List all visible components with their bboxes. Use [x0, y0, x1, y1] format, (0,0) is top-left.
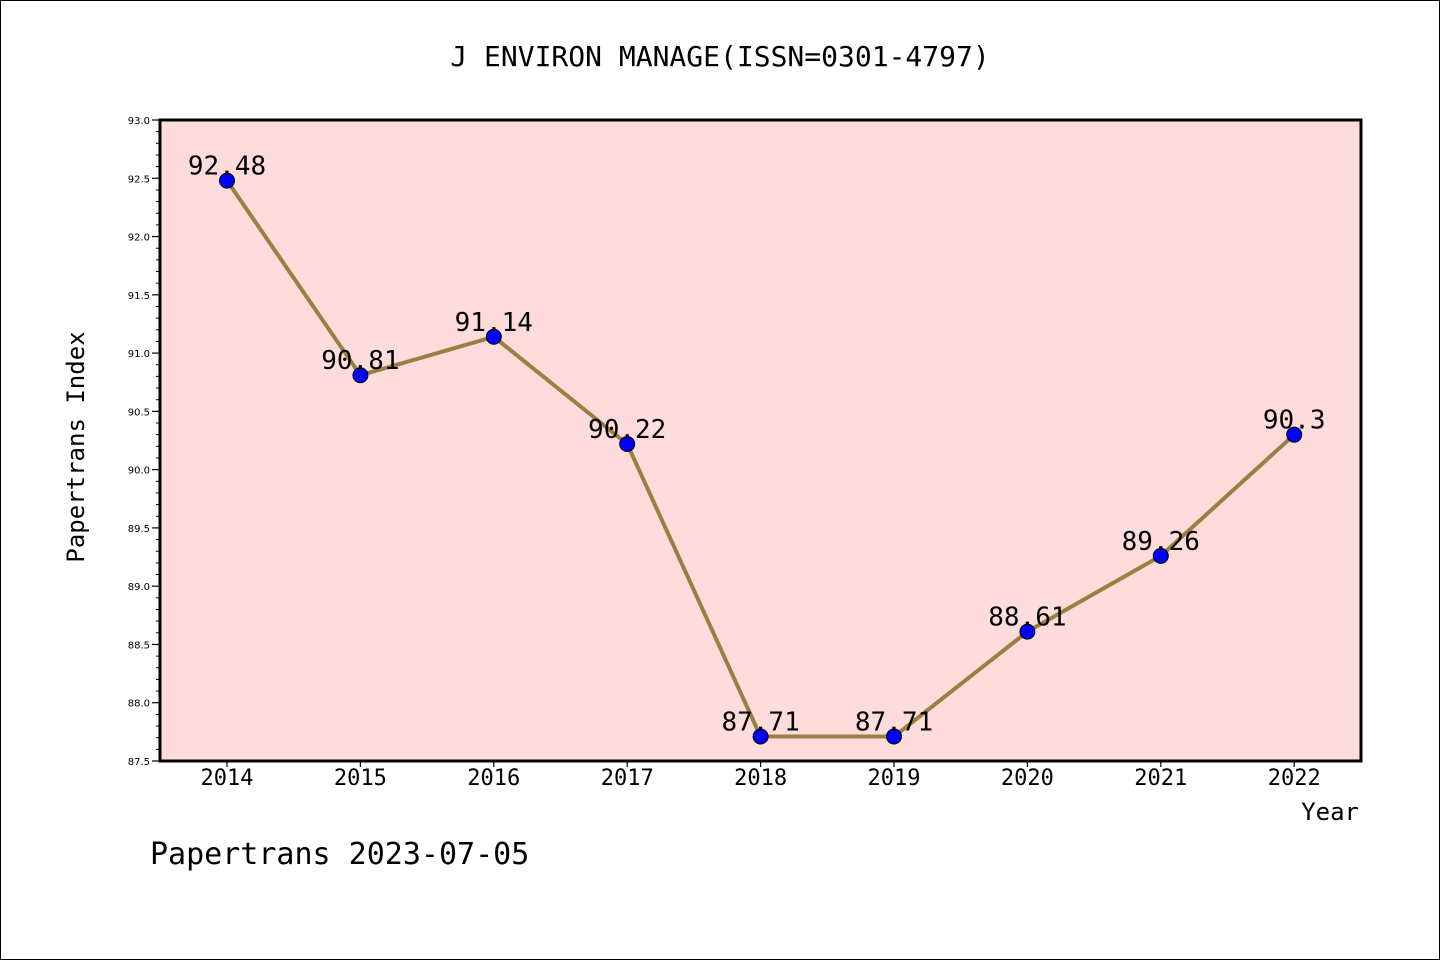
y-tick-label: 91.5 — [128, 291, 150, 302]
data-label: 90.3 — [1263, 406, 1326, 436]
x-tick-label: 2019 — [868, 766, 921, 791]
data-label: 91.14 — [455, 308, 533, 338]
x-tick-label: 2021 — [1134, 766, 1187, 791]
data-point — [1286, 426, 1303, 443]
footer-watermark: Papertrans 2023-07-05 — [150, 837, 529, 872]
series-markers — [219, 172, 1303, 745]
y-tick-label: 93.0 — [128, 116, 150, 127]
data-label: 88.61 — [988, 603, 1066, 633]
data-label: 89.26 — [1122, 527, 1200, 557]
x-tick-label: 2018 — [734, 766, 787, 791]
x-tick-label: 2014 — [201, 766, 254, 791]
data-point — [352, 367, 369, 384]
y-axis: 87.5 88.0 88.5 89.0 89.5 90.0 90.5 91.0 91.5 92.0… — [128, 116, 160, 768]
y-tick-label: 88.0 — [128, 699, 150, 710]
data-label: 90.81 — [321, 346, 399, 376]
data-label: 87.71 — [855, 708, 933, 738]
x-tick-label: 2016 — [467, 766, 520, 791]
x-tick-label: 2022 — [1268, 766, 1321, 791]
data-point — [1152, 547, 1169, 564]
y-tick-label: 91.0 — [128, 349, 150, 360]
y-tick-label: 89.0 — [128, 582, 150, 593]
plot-border — [158, 118, 1363, 763]
x-tick-label: 2015 — [334, 766, 387, 791]
y-tick-label: 90.5 — [128, 407, 150, 418]
y-tick-label: 92.0 — [128, 233, 150, 244]
y-tick-label: 87.5 — [128, 757, 150, 768]
y-axis-label: Papertrans Index — [62, 331, 90, 562]
x-axis: 2014 2015 2016 2017 2018 2019 2020 2021 2022 — [201, 761, 1321, 791]
plot-area — [160, 120, 1361, 761]
y-tick-label: 90.0 — [128, 466, 150, 477]
data-point — [886, 728, 902, 745]
y-tick-label: 88.5 — [128, 640, 150, 651]
x-tick-label: 2020 — [1001, 766, 1054, 791]
data-point — [752, 728, 769, 745]
data-point — [485, 328, 502, 345]
data-labels: 92.48 90.81 91.14 90.22 87.71 87.71 88.61 89.26… — [188, 152, 1326, 738]
data-label: 87.71 — [721, 708, 799, 738]
x-axis-label: Year — [1301, 798, 1359, 826]
data-point — [1019, 623, 1036, 640]
data-point — [619, 435, 636, 452]
chart-title: J ENVIRON MANAGE(ISSN=0301-4797) — [450, 40, 989, 73]
data-label: 90.22 — [588, 415, 666, 445]
y-tick-label: 92.5 — [128, 174, 150, 185]
y-tick-label: 89.5 — [128, 524, 150, 535]
data-point — [219, 172, 235, 189]
data-label: 92.48 — [188, 152, 266, 182]
x-tick-label: 2017 — [601, 766, 654, 791]
